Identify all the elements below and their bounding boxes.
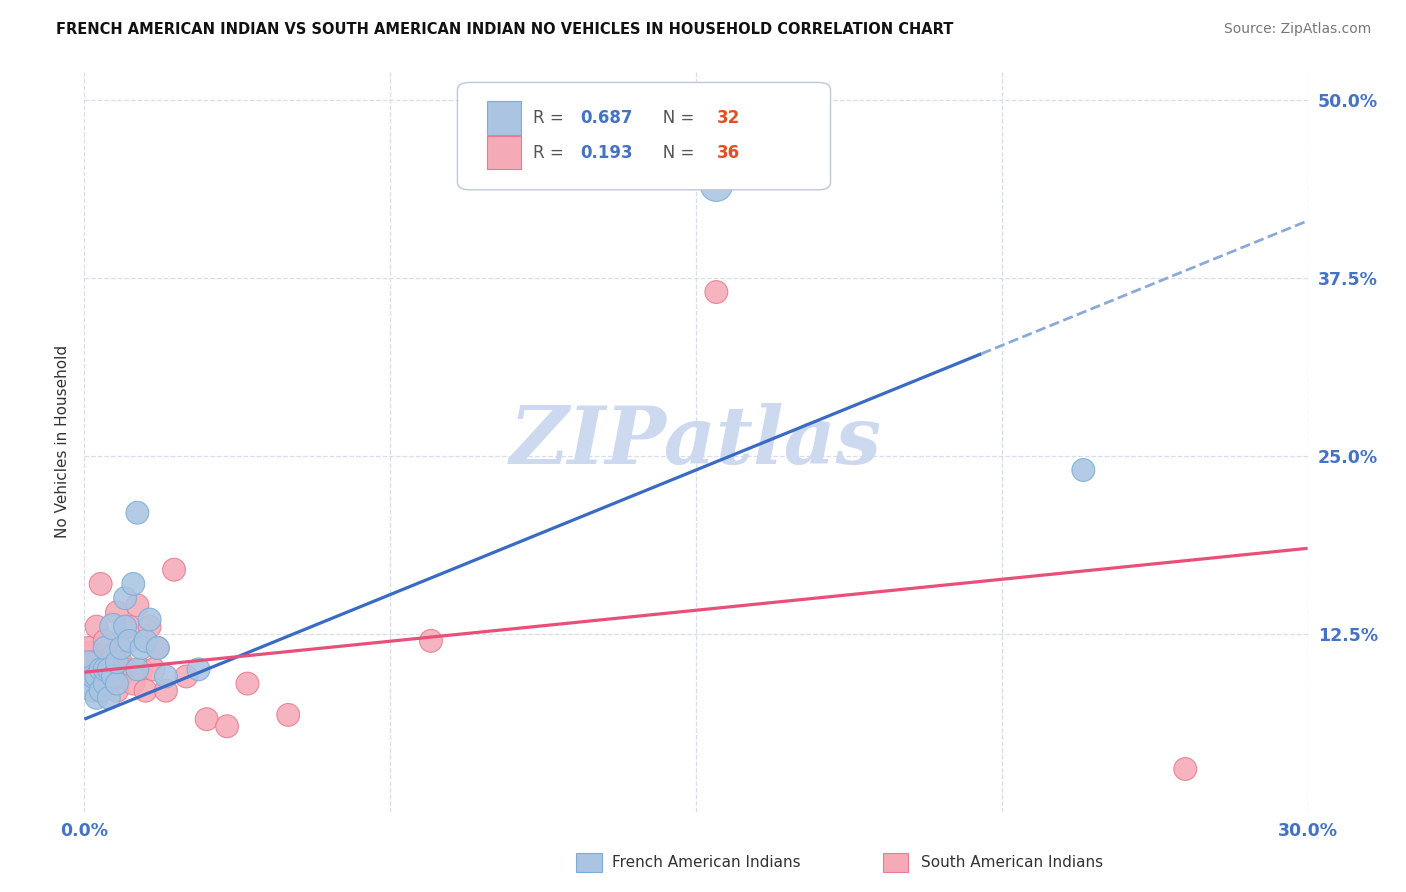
Point <box>163 563 186 577</box>
Point <box>86 669 108 683</box>
Point <box>110 669 132 683</box>
Point <box>101 669 124 683</box>
Point <box>1174 762 1197 776</box>
Point <box>90 683 112 698</box>
Point <box>101 669 124 683</box>
Point <box>110 640 132 655</box>
FancyBboxPatch shape <box>883 853 908 872</box>
Point <box>86 619 108 633</box>
Point <box>155 683 177 698</box>
FancyBboxPatch shape <box>486 136 522 169</box>
Point <box>142 662 165 676</box>
Point <box>93 676 117 690</box>
Point <box>82 683 104 698</box>
Point <box>420 633 443 648</box>
Text: N =: N = <box>647 109 700 127</box>
Point <box>77 655 100 669</box>
Point <box>127 662 149 676</box>
Point <box>101 648 124 662</box>
Point <box>90 683 112 698</box>
Point <box>131 640 153 655</box>
FancyBboxPatch shape <box>576 853 602 872</box>
FancyBboxPatch shape <box>457 82 831 190</box>
Text: 32: 32 <box>717 109 740 127</box>
Point <box>110 655 132 669</box>
Point <box>176 669 198 683</box>
Text: N =: N = <box>647 144 700 161</box>
Text: Source: ZipAtlas.com: Source: ZipAtlas.com <box>1223 22 1371 37</box>
Text: French American Indians: French American Indians <box>612 855 800 870</box>
Point <box>706 285 728 299</box>
Point <box>86 690 108 705</box>
Point <box>127 599 149 613</box>
Point <box>131 662 153 676</box>
Point <box>146 640 169 655</box>
Point <box>114 662 136 676</box>
Point <box>118 619 141 633</box>
Point <box>105 683 128 698</box>
Text: R =: R = <box>533 144 575 161</box>
Point <box>127 506 149 520</box>
Point <box>135 633 157 648</box>
Point <box>105 655 128 669</box>
Point <box>706 178 728 193</box>
Point <box>118 633 141 648</box>
Text: R =: R = <box>533 109 575 127</box>
Text: FRENCH AMERICAN INDIAN VS SOUTH AMERICAN INDIAN NO VEHICLES IN HOUSEHOLD CORRELA: FRENCH AMERICAN INDIAN VS SOUTH AMERICAN… <box>56 22 953 37</box>
Text: 0.687: 0.687 <box>579 109 633 127</box>
Point <box>146 640 169 655</box>
Point <box>93 662 117 676</box>
Point <box>1073 463 1095 477</box>
Point <box>155 669 177 683</box>
Point <box>217 719 239 733</box>
Point <box>97 676 120 690</box>
Point <box>93 633 117 648</box>
Point <box>138 619 160 633</box>
Point <box>236 676 259 690</box>
Point <box>90 577 112 591</box>
FancyBboxPatch shape <box>486 102 522 135</box>
Point <box>90 662 112 676</box>
Text: 0.193: 0.193 <box>579 144 633 161</box>
Point <box>82 676 104 690</box>
Point <box>105 606 128 620</box>
Point <box>277 707 299 722</box>
Point <box>122 577 145 591</box>
Point <box>86 669 108 683</box>
Point <box>105 676 128 690</box>
Text: South American Indians: South American Indians <box>921 855 1104 870</box>
Point <box>195 712 218 726</box>
Point <box>135 683 157 698</box>
Point <box>187 662 209 676</box>
Point <box>114 591 136 606</box>
Point <box>82 655 104 669</box>
Point <box>77 662 100 676</box>
Point <box>101 619 124 633</box>
Point <box>97 690 120 705</box>
Point <box>138 613 160 627</box>
Point <box>82 669 104 683</box>
Text: ZIPatlas: ZIPatlas <box>510 403 882 480</box>
Point <box>77 640 100 655</box>
Point <box>77 676 100 690</box>
Point <box>97 662 120 676</box>
Text: 36: 36 <box>717 144 740 161</box>
Point <box>97 662 120 676</box>
Point <box>114 619 136 633</box>
Point <box>93 640 117 655</box>
Point <box>122 676 145 690</box>
Y-axis label: No Vehicles in Household: No Vehicles in Household <box>55 345 70 538</box>
